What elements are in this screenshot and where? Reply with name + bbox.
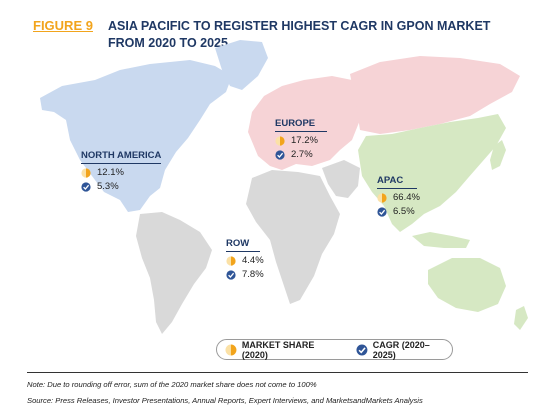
- market-share-value: 12.1%: [97, 167, 124, 178]
- half-pie-icon: [81, 167, 91, 178]
- map-legend: MARKET SHARE (2020) CAGR (2020–2025): [216, 339, 453, 360]
- market-share-value: 17.2%: [291, 135, 318, 146]
- asia-north-shape: [350, 56, 520, 134]
- figure-label: FIGURE 9: [33, 18, 93, 33]
- legend-market-share: MARKET SHARE (2020): [225, 340, 342, 360]
- market-share-stat: 17.2%: [275, 135, 327, 146]
- europe-shape: [248, 76, 360, 170]
- cagr-stat: 5.3%: [81, 181, 161, 192]
- legend-cagr: CAGR (2020–2025): [356, 340, 452, 360]
- check-circle-icon: [226, 269, 236, 280]
- apac-shape: [358, 114, 506, 232]
- divider: [27, 372, 528, 373]
- region-apac: APAC 66.4% 6.5%: [377, 175, 420, 217]
- check-circle-icon: [377, 206, 387, 217]
- region-name: APAC: [377, 175, 417, 189]
- new-zealand-shape: [514, 306, 528, 330]
- half-pie-icon: [275, 135, 285, 146]
- half-pie-icon: [226, 255, 236, 266]
- region-name: ROW: [226, 238, 260, 252]
- market-share-value: 4.4%: [242, 255, 264, 266]
- cagr-stat: 6.5%: [377, 206, 420, 217]
- cagr-stat: 2.7%: [275, 149, 327, 160]
- region-north-america: NORTH AMERICA 12.1% 5.3%: [81, 150, 162, 192]
- market-share-value: 66.4%: [393, 192, 420, 203]
- market-share-stat: 12.1%: [81, 167, 161, 178]
- africa-shape: [246, 170, 340, 304]
- greenland-shape: [215, 40, 268, 90]
- south-america-shape: [136, 212, 212, 334]
- half-pie-icon: [225, 344, 237, 355]
- region-row: ROW 4.4% 7.8%: [226, 238, 264, 280]
- north-america-shape: [40, 60, 232, 212]
- cagr-value: 2.7%: [291, 149, 313, 160]
- figure-title: ASIA PACIFIC TO REGISTER HIGHEST CAGR IN…: [108, 18, 528, 52]
- australia-shape: [428, 258, 506, 312]
- cagr-value: 7.8%: [242, 269, 264, 280]
- region-name: EUROPE: [275, 118, 327, 132]
- cagr-stat: 7.8%: [226, 269, 264, 280]
- market-share-stat: 4.4%: [226, 255, 264, 266]
- legend-cagr-label: CAGR (2020–2025): [372, 339, 430, 360]
- japan-shape: [490, 140, 506, 170]
- check-circle-icon: [356, 344, 368, 355]
- title-line-2: FROM 2020 TO 2025: [108, 36, 228, 50]
- market-share-stat: 66.4%: [377, 192, 420, 203]
- half-pie-icon: [377, 192, 387, 203]
- region-europe: EUROPE 17.2% 2.7%: [275, 118, 327, 160]
- region-name: NORTH AMERICA: [81, 150, 162, 164]
- title-line-1: ASIA PACIFIC TO REGISTER HIGHEST CAGR IN…: [108, 19, 491, 33]
- footnote: Note: Due to rounding off error, sum of …: [27, 380, 317, 389]
- source-line: Source: Press Releases, Investor Present…: [27, 396, 423, 405]
- indonesia-shape: [412, 232, 470, 248]
- check-circle-icon: [81, 181, 91, 192]
- cagr-value: 6.5%: [393, 206, 415, 217]
- middle-east-shape: [322, 160, 360, 198]
- cagr-value: 5.3%: [97, 181, 119, 192]
- legend-market-share-label: MARKET SHARE (2020): [241, 339, 315, 360]
- check-circle-icon: [275, 149, 285, 160]
